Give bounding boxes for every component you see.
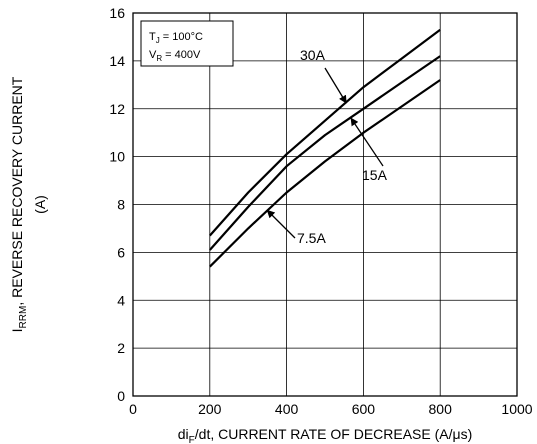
x-axis-title-symbol: di xyxy=(178,426,189,442)
y-axis-title-unit: (A) xyxy=(32,195,48,214)
condition-tj-subscript: J xyxy=(156,36,160,45)
series-lines xyxy=(208,28,441,268)
y-tick-label: 12 xyxy=(109,101,125,117)
series-label: 15A xyxy=(362,167,388,183)
series-label: 30A xyxy=(300,47,326,63)
x-tick-label: 1000 xyxy=(501,401,532,417)
y-axis-title-main: IRRM, REVERSE RECOVERY CURRENT xyxy=(9,76,29,332)
y-tick-label: 4 xyxy=(117,292,125,308)
series-label: 7.5A xyxy=(297,230,326,246)
plot-frame xyxy=(132,12,518,397)
y-tick-label: 0 xyxy=(117,388,125,404)
y-tick-label: 10 xyxy=(109,149,125,165)
y-tick-label: 16 xyxy=(109,5,125,21)
condition-vr-value: = 400V xyxy=(162,49,201,61)
condition-vr-subscript: R xyxy=(156,54,162,63)
series-line-30a xyxy=(208,28,441,237)
series-line-15a xyxy=(208,55,441,251)
x-axis-title-text: /dt, CURRENT RATE OF DECREASE (A/μs) xyxy=(195,426,472,442)
conditions-box: TJ = 100°C VR = 400V xyxy=(140,20,234,67)
condition-tj-symbol: T xyxy=(149,31,156,43)
y-axis-title-text: , REVERSE RECOVERY CURRENT xyxy=(9,76,25,305)
series-callout-arrow xyxy=(266,209,296,239)
y-tick-label: 14 xyxy=(109,53,125,69)
x-axis-title-subscript: F xyxy=(189,435,195,444)
series-callout-arrow xyxy=(324,67,347,104)
condition-tj: TJ = 100°C xyxy=(149,31,203,45)
series-line-7-5a xyxy=(209,79,441,268)
y-tick-label: 6 xyxy=(117,244,125,260)
x-tick-label: 200 xyxy=(198,401,222,417)
y-axis-title-symbol: I xyxy=(9,328,25,332)
series-callout-arrow xyxy=(350,117,384,167)
x-tick-label: 600 xyxy=(352,401,376,417)
series-callouts: 30A 15A 7.5A xyxy=(266,47,388,246)
grid xyxy=(133,13,517,396)
y-tick-label: 2 xyxy=(117,340,125,356)
y-axis-title: IRRM, REVERSE RECOVERY CURRENT (A) xyxy=(9,76,48,332)
x-tick-label: 800 xyxy=(429,401,453,417)
x-axis-title: diF/dt, CURRENT RATE OF DECREASE (A/μs) xyxy=(178,426,473,444)
x-tick-label: 0 xyxy=(129,401,137,417)
y-tick-label: 8 xyxy=(117,197,125,213)
condition-vr-symbol: V xyxy=(149,49,157,61)
y-axis-title-subscript: RRM xyxy=(18,306,29,329)
x-tick-label: 400 xyxy=(275,401,299,417)
tick-labels: 0 200 400 600 800 1000 0 2 4 6 8 10 12 14 16 xyxy=(109,5,532,417)
condition-tj-value: = 100°C xyxy=(160,31,203,43)
conditions-box-frame xyxy=(140,20,234,67)
condition-vr: VR = 400V xyxy=(149,49,201,63)
